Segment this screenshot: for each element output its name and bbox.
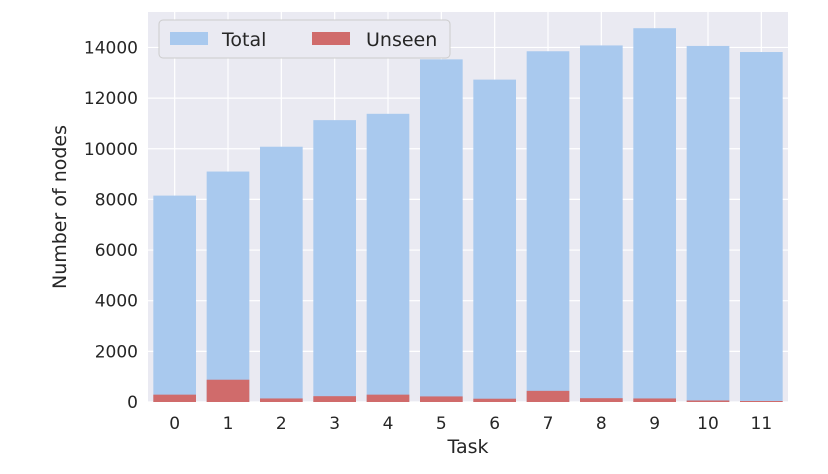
legend: Total Unseen [158,19,451,59]
x-axis-ticks: 0 1 2 3 4 5 6 7 8 9 10 11 [169,414,772,434]
x-tick-label-9: 9 [649,414,660,434]
legend-label-total: Total [221,29,266,51]
y-tick-label-2000: 2000 [95,342,138,362]
bar-unseen-task-9 [633,398,676,402]
bar-unseen-task-11 [740,400,783,402]
x-tick-label-5: 5 [436,414,447,434]
legend-label-unseen: Unseen [366,29,437,51]
y-tick-label-14000: 14000 [84,38,138,58]
y-tick-label-8000: 8000 [95,190,138,210]
x-tick-label-4: 4 [383,414,394,434]
bar-unseen-task-0 [153,394,196,402]
x-tick-label-10: 10 [697,414,719,434]
bar-total-task-9 [633,28,676,402]
x-tick-label-7: 7 [543,414,554,434]
legend-swatch-total [170,32,208,45]
bar-unseen-task-6 [473,398,516,402]
x-tick-label-1: 1 [223,414,234,434]
y-tick-label-6000: 6000 [95,241,138,261]
bar-unseen-task-5 [420,396,463,402]
bar-total-task-10 [686,45,730,403]
x-tick-label-6: 6 [489,414,500,434]
bar-total-task-3 [313,120,356,403]
bar-unseen-task-1 [206,379,250,402]
x-axis-label: Task [446,436,488,458]
x-tick-label-3: 3 [329,414,340,434]
series-unseen [153,379,783,402]
bar-total-task-2 [260,146,303,402]
y-axis-ticks: 0 2000 4000 6000 8000 10000 12000 14000 [84,38,138,413]
bar-total-task-4 [366,113,410,403]
x-tick-label-8: 8 [596,414,607,434]
x-tick-label-2: 2 [276,414,287,434]
bar-total-task-0 [153,195,196,402]
bar-unseen-task-10 [686,400,730,402]
bar-total-task-7 [526,51,570,403]
y-tick-label-10000: 10000 [84,140,138,160]
bar-total-task-1 [206,171,250,402]
bar-unseen-task-8 [580,398,623,402]
bar-unseen-task-4 [366,394,410,402]
y-tick-label-12000: 12000 [84,89,138,109]
x-tick-label-0: 0 [169,414,180,434]
bar-total-task-6 [473,79,516,402]
legend-swatch-unseen [312,32,350,45]
bar-total-task-5 [420,59,463,402]
bar-total-task-11 [740,52,783,402]
bar-unseen-task-2 [260,398,303,402]
bar-unseen-task-7 [526,390,570,402]
bar-unseen-task-3 [313,396,356,402]
plot-background [148,12,788,402]
y-tick-label-0: 0 [127,393,138,413]
series-total [153,28,783,403]
x-tick-label-11: 11 [751,414,773,434]
y-axis-label: Number of nodes [49,125,71,289]
bar-total-task-8 [580,45,623,403]
legend-box [158,19,451,59]
y-tick-label-4000: 4000 [95,292,138,312]
